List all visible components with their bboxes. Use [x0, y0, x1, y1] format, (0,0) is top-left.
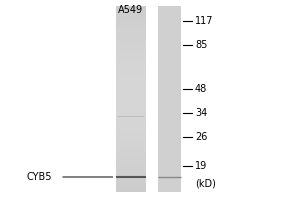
Bar [116, 80, 146, 85]
Bar [116, 122, 146, 127]
Bar [116, 25, 146, 29]
Bar [116, 29, 146, 34]
Bar [116, 66, 146, 71]
Bar [116, 169, 146, 173]
Bar [116, 108, 146, 113]
Bar [116, 150, 146, 155]
Text: CYB5: CYB5 [26, 172, 52, 182]
Bar [116, 85, 146, 90]
Bar [116, 11, 146, 15]
Bar [116, 113, 146, 118]
Bar [116, 146, 146, 150]
Bar [116, 71, 146, 76]
Bar [116, 20, 146, 25]
Bar [116, 62, 146, 66]
Text: 48: 48 [195, 84, 207, 94]
Text: 19: 19 [195, 161, 207, 171]
Bar [116, 6, 146, 11]
Bar [116, 178, 146, 183]
Bar [116, 173, 146, 178]
Bar [116, 104, 146, 108]
Bar [116, 39, 146, 43]
Bar [116, 52, 146, 57]
Bar [116, 57, 146, 62]
Bar [158, 6, 181, 192]
Text: A549: A549 [118, 5, 143, 15]
Text: (kD): (kD) [195, 179, 216, 189]
Bar [116, 118, 146, 122]
Bar [116, 155, 146, 159]
Bar [116, 48, 146, 52]
Bar [116, 99, 146, 104]
Bar [116, 127, 146, 132]
Text: 85: 85 [195, 40, 207, 50]
Bar [116, 183, 146, 187]
Bar [116, 136, 146, 141]
Bar [116, 94, 146, 99]
Text: 34: 34 [195, 108, 207, 118]
Bar [116, 132, 146, 136]
Text: 26: 26 [195, 132, 207, 142]
Bar [116, 15, 146, 20]
Bar [116, 76, 146, 80]
Bar [116, 90, 146, 94]
Bar [116, 164, 146, 169]
Text: 117: 117 [195, 16, 214, 26]
Bar [116, 159, 146, 164]
Bar [116, 141, 146, 146]
Bar [116, 34, 146, 39]
Bar [116, 187, 146, 192]
Bar [116, 43, 146, 48]
